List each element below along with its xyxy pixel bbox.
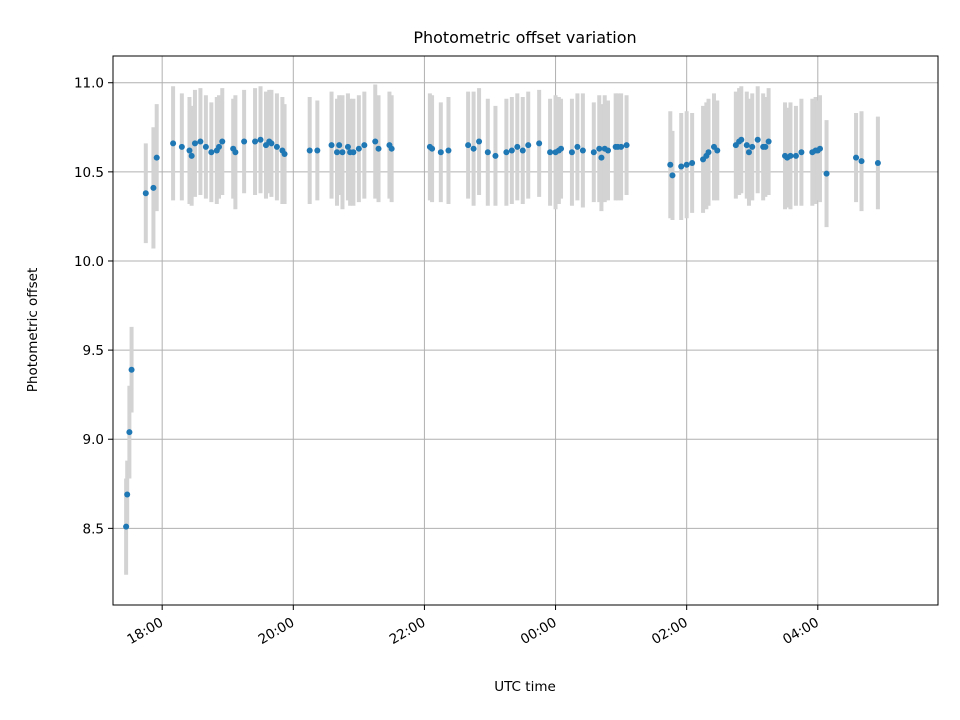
data-point (375, 145, 382, 152)
data-point (191, 140, 198, 147)
data-point (334, 149, 341, 156)
data-point (281, 151, 288, 158)
data-point (874, 159, 881, 166)
data-point (798, 149, 805, 156)
data-point (208, 149, 215, 156)
data-point (579, 147, 586, 154)
data-point (328, 142, 335, 149)
data-point (787, 152, 794, 159)
data-point (241, 138, 248, 145)
data-point (142, 190, 149, 197)
data-point (437, 149, 444, 156)
data-point (558, 145, 565, 152)
data-point (232, 149, 239, 156)
data-point (605, 147, 611, 154)
data-point (519, 147, 526, 154)
data-point (705, 149, 712, 156)
data-point (667, 161, 674, 168)
y-tick-label: 9.0 (83, 432, 104, 448)
data-point (126, 429, 133, 436)
data-point (219, 138, 226, 145)
data-point (188, 152, 195, 159)
y-axis: 8.5 9.0 9.5 10.0 10.5 11.0 (74, 76, 113, 537)
y-tick-label: 10.5 (74, 165, 104, 181)
data-point (743, 142, 750, 149)
data-point (683, 161, 690, 168)
data-point (186, 147, 193, 154)
data-point (514, 143, 521, 150)
data-point (853, 154, 860, 161)
data-point (355, 145, 362, 152)
data-point (429, 145, 436, 152)
data-point (508, 147, 515, 154)
data-point (361, 142, 368, 149)
data-point (124, 491, 131, 498)
plot-frame (112, 55, 939, 606)
data-point (598, 154, 605, 161)
data-point (445, 147, 452, 154)
data-point (765, 138, 772, 145)
data-point (465, 142, 472, 149)
data-point (123, 523, 130, 530)
data-point (714, 147, 721, 154)
data-point (170, 140, 177, 147)
data-point (344, 143, 351, 150)
data-point (476, 138, 483, 145)
data-point (596, 145, 603, 152)
data-point (273, 143, 280, 150)
data-point (823, 170, 830, 177)
data-point (252, 138, 259, 145)
data-point (503, 149, 510, 156)
data-point (372, 138, 379, 145)
data-point (336, 142, 343, 149)
y-tick-label: 11.0 (74, 76, 104, 92)
data-point (762, 143, 769, 150)
data-point (669, 172, 676, 179)
data-point (484, 149, 491, 156)
data-point (306, 147, 313, 154)
y-tick-label: 10.0 (74, 254, 104, 270)
y-axis-label: Photometric offset (25, 268, 41, 392)
data-point (153, 154, 160, 161)
data-point (568, 149, 575, 156)
data-point (754, 136, 761, 143)
data-point (314, 147, 321, 154)
data-point (178, 143, 185, 150)
data-point (215, 143, 222, 150)
chart-title: Photometric offset variation (413, 28, 636, 47)
data-point (150, 184, 157, 191)
data-point (128, 366, 135, 373)
data-point (749, 143, 756, 150)
data-point (738, 136, 745, 143)
x-axis-label: UTC time (494, 679, 556, 695)
data-point (745, 149, 752, 156)
data-point (792, 152, 799, 159)
y-tick-label: 8.5 (83, 521, 104, 537)
data-point (202, 143, 209, 150)
data-point (388, 145, 395, 152)
data-point (689, 159, 696, 166)
data-point (525, 142, 532, 149)
data-point (350, 149, 357, 156)
data-points (123, 136, 881, 530)
data-point (547, 149, 554, 156)
y-tick-label: 9.5 (83, 343, 104, 359)
data-point (618, 143, 625, 150)
data-point (678, 163, 685, 170)
data-point (623, 142, 630, 149)
data-point (858, 158, 865, 165)
data-point (197, 138, 204, 145)
data-point (536, 140, 543, 147)
data-point (574, 143, 581, 150)
data-point (339, 149, 346, 156)
data-point (816, 145, 823, 152)
data-point (492, 152, 499, 159)
data-point (590, 149, 597, 156)
data-point (268, 140, 275, 147)
data-point (257, 136, 264, 143)
data-point (470, 145, 477, 152)
